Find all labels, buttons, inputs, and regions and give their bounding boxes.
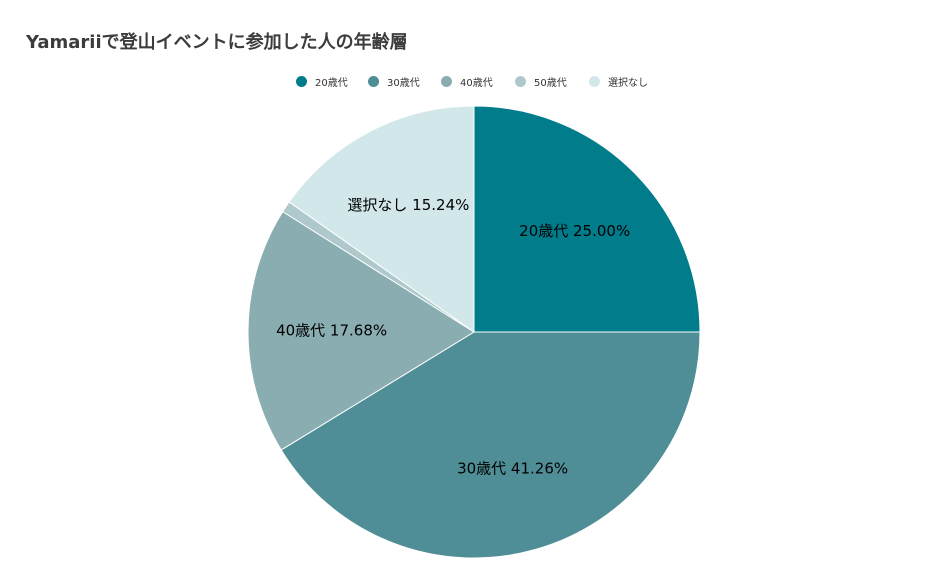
legend-label: 50歳代 [534,77,567,89]
chart-legend: 20歳代 30歳代 40歳代 50歳代 選択なし [0,72,949,90]
legend-label: 30歳代 [387,77,420,89]
legend-label: 40歳代 [460,77,493,89]
slice-label: 20歳代 25.00% [519,222,630,240]
legend-swatch [589,75,600,87]
slice-label: 40歳代 17.68% [276,322,387,340]
legend-item-30s[interactable]: 30歳代 [368,72,420,90]
slice-label: 選択なし 15.24% [347,196,469,214]
legend-swatch [515,75,526,87]
pie-slices [247,105,701,559]
legend-swatch [441,75,452,87]
legend-item-none[interactable]: 選択なし [589,72,648,90]
slice-label: 30歳代 41.26% [457,460,568,478]
legend-item-20s[interactable]: 20歳代 [296,72,348,90]
legend-label: 20歳代 [315,77,348,89]
legend-item-40s[interactable]: 40歳代 [441,72,493,90]
slice-none[interactable] [288,105,475,333]
pie-slice-labels: 20歳代 25.00% 30歳代 41.26% 40歳代 17.68% 選択なし 15… [276,196,630,477]
chart-title: Yamariiで登山イベントに参加した人の年齢層 [26,32,408,53]
legend-swatch [296,75,307,87]
slice-40s[interactable] [247,210,475,451]
legend-swatch [368,75,379,87]
legend-item-50s[interactable]: 50歳代 [515,72,567,90]
legend-label: 選択なし [608,77,648,89]
slice-20s[interactable] [473,105,701,333]
slice-30s[interactable] [280,331,701,559]
